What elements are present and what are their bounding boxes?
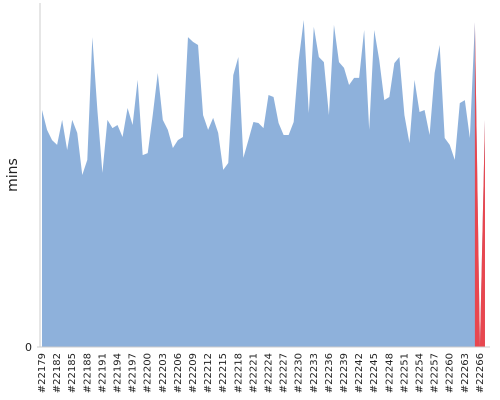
x-tick-label: #22224	[264, 353, 275, 393]
x-tick-label: #22194	[113, 353, 124, 393]
x-tick-label: #22230	[294, 353, 305, 393]
y-axis-label: mins	[5, 158, 21, 192]
x-tick-label: #22251	[399, 353, 410, 393]
x-tick-label: #22245	[369, 353, 380, 393]
x-tick-label: #22191	[97, 353, 108, 393]
x-tick-label: #22212	[203, 353, 214, 393]
x-tick-label: #22263	[460, 353, 471, 393]
y-tick-label: 0	[25, 341, 32, 354]
x-tick-label: #22188	[82, 353, 93, 393]
x-tick-label: #22233	[309, 353, 320, 393]
x-tick-label: #22266	[475, 353, 486, 393]
x-tick-label: #22179	[37, 353, 48, 393]
x-tick-label: #22203	[158, 353, 169, 393]
x-tick-label: #22206	[173, 353, 184, 393]
x-tick-label: #22200	[143, 353, 154, 393]
area	[474, 22, 485, 347]
x-tick-label: #22260	[445, 353, 456, 393]
x-tick-label: #22254	[415, 353, 426, 393]
x-tick-label: #22197	[128, 353, 139, 393]
x-tick-label: #22248	[384, 353, 395, 393]
x-tick-label: #22185	[67, 353, 78, 393]
x-tick-label: #22218	[233, 353, 244, 393]
x-tick-label: #22182	[52, 353, 63, 393]
x-tick-label: #22242	[354, 353, 365, 393]
x-tick-label: #22236	[324, 353, 335, 393]
x-tick-label: #22209	[188, 353, 199, 393]
x-tick-label: #22257	[430, 353, 441, 393]
x-tick-label: #22215	[218, 353, 229, 393]
x-tick-label: #22221	[248, 353, 259, 393]
x-tick-label: #22239	[339, 353, 350, 393]
area	[42, 20, 485, 347]
x-tick-label: #22227	[279, 353, 290, 393]
